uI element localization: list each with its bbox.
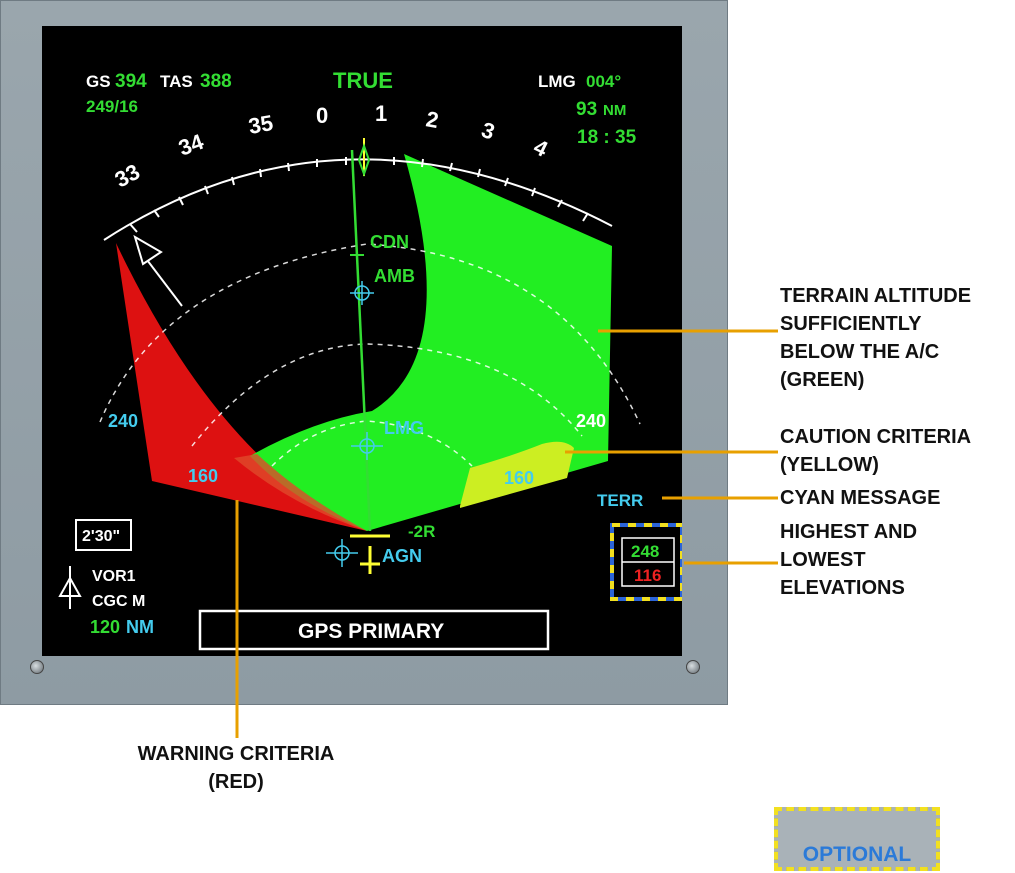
waypoint-agn-icon <box>326 539 358 567</box>
heading-tick-1: 1 <box>375 101 387 126</box>
gps-primary-message: GPS PRIMARY <box>298 620 444 643</box>
range-label-160-right: 160 <box>504 468 534 488</box>
range-label-left: 240 <box>108 411 138 431</box>
heading-tick-4: 4 <box>530 134 553 162</box>
heading-tick-3: 3 <box>478 117 497 145</box>
optional-label: OPTIONAL <box>802 843 912 866</box>
callout-caution-yellow: CAUTION CRITERIA (YELLOW) <box>780 426 972 476</box>
chrono-box <box>75 519 132 551</box>
vor1-distance-unit: NM <box>126 617 154 637</box>
true-airspeed-value: 388 <box>200 71 232 92</box>
callout-elevations: HIGHEST AND LOWEST ELEVATIONS <box>780 521 918 599</box>
destination-eta: 18 : 35 <box>577 127 637 148</box>
track-diamond <box>357 143 371 177</box>
waypoint-lmg-label: LMG <box>384 418 424 438</box>
callout-cyan-message: CYAN MESSAGE <box>780 487 941 509</box>
compass-ticks <box>129 157 589 233</box>
destination-distance: 93 <box>576 99 597 120</box>
flight-path-line <box>350 149 372 532</box>
elevation-low: 116 <box>634 566 661 585</box>
gps-primary-box <box>198 609 550 651</box>
callout-terrain-green: TERRAIN ALTITUDE SUFFICIENTLY BELOW THE … <box>780 285 972 391</box>
heading-tick-2: 2 <box>424 106 440 133</box>
range-arc-outer <box>99 243 641 425</box>
terr-message: TERR <box>597 491 643 510</box>
wind-arrow-icon <box>133 234 183 307</box>
track-offset: -2R <box>408 522 435 541</box>
elevation-high: 248 <box>631 542 659 561</box>
chrono-value: 2'30" <box>82 528 120 545</box>
waypoint-amb-icon <box>350 281 374 305</box>
true-airspeed-label: TAS <box>160 72 193 91</box>
heading-tick-0: 0 <box>316 103 328 128</box>
waypoint-cdn-label: CDN <box>370 232 409 252</box>
waypoint-amb-label: AMB <box>374 266 415 286</box>
navigation-display-screen: 33 34 35 0 1 2 3 4 CDN AMB <box>42 26 682 656</box>
vor1-distance: 120 <box>90 617 120 637</box>
aircraft-symbol-icon <box>350 534 390 574</box>
range-label-right: 240 <box>576 411 606 431</box>
screw-right <box>686 660 700 674</box>
heading-tick-35: 35 <box>247 110 275 139</box>
ground-speed-value: 394 <box>115 71 147 92</box>
destination-track: 004° <box>586 72 621 91</box>
elevation-box <box>610 523 682 601</box>
caution-terrain-zone <box>460 441 574 508</box>
vor1-ident: CGC M <box>92 593 145 610</box>
warning-terrain-zone <box>116 243 367 531</box>
destination-distance-unit: NM <box>603 102 626 119</box>
waypoint-agn-label: AGN <box>382 546 422 566</box>
vor1-pointer-icon <box>58 566 82 609</box>
callout-warning-red: WARNING CRITERIA (RED) <box>137 743 335 793</box>
range-label-160-left: 160 <box>188 466 218 486</box>
optional-legend-box: OPTIONAL <box>774 807 940 871</box>
screw-left <box>30 660 44 674</box>
nd-graphics: 33 34 35 0 1 2 3 4 CDN AMB <box>58 68 682 651</box>
heading-reference-mode: TRUE <box>333 68 393 93</box>
range-arc-inner <box>271 420 473 467</box>
vor1-name: VOR1 <box>92 568 136 585</box>
wind-readout: 249/16 <box>86 97 138 116</box>
heading-tick-33: 33 <box>111 159 144 193</box>
heading-tick-34: 34 <box>175 129 207 161</box>
destination-label: LMG <box>538 72 576 91</box>
warning-overlap-zone <box>234 454 367 531</box>
terrain-green-zone <box>250 154 612 531</box>
ground-speed-label: GS <box>86 72 111 91</box>
waypoint-lmg-icon <box>351 432 383 460</box>
range-arc-mid <box>191 343 583 447</box>
compass-arc <box>103 158 613 241</box>
